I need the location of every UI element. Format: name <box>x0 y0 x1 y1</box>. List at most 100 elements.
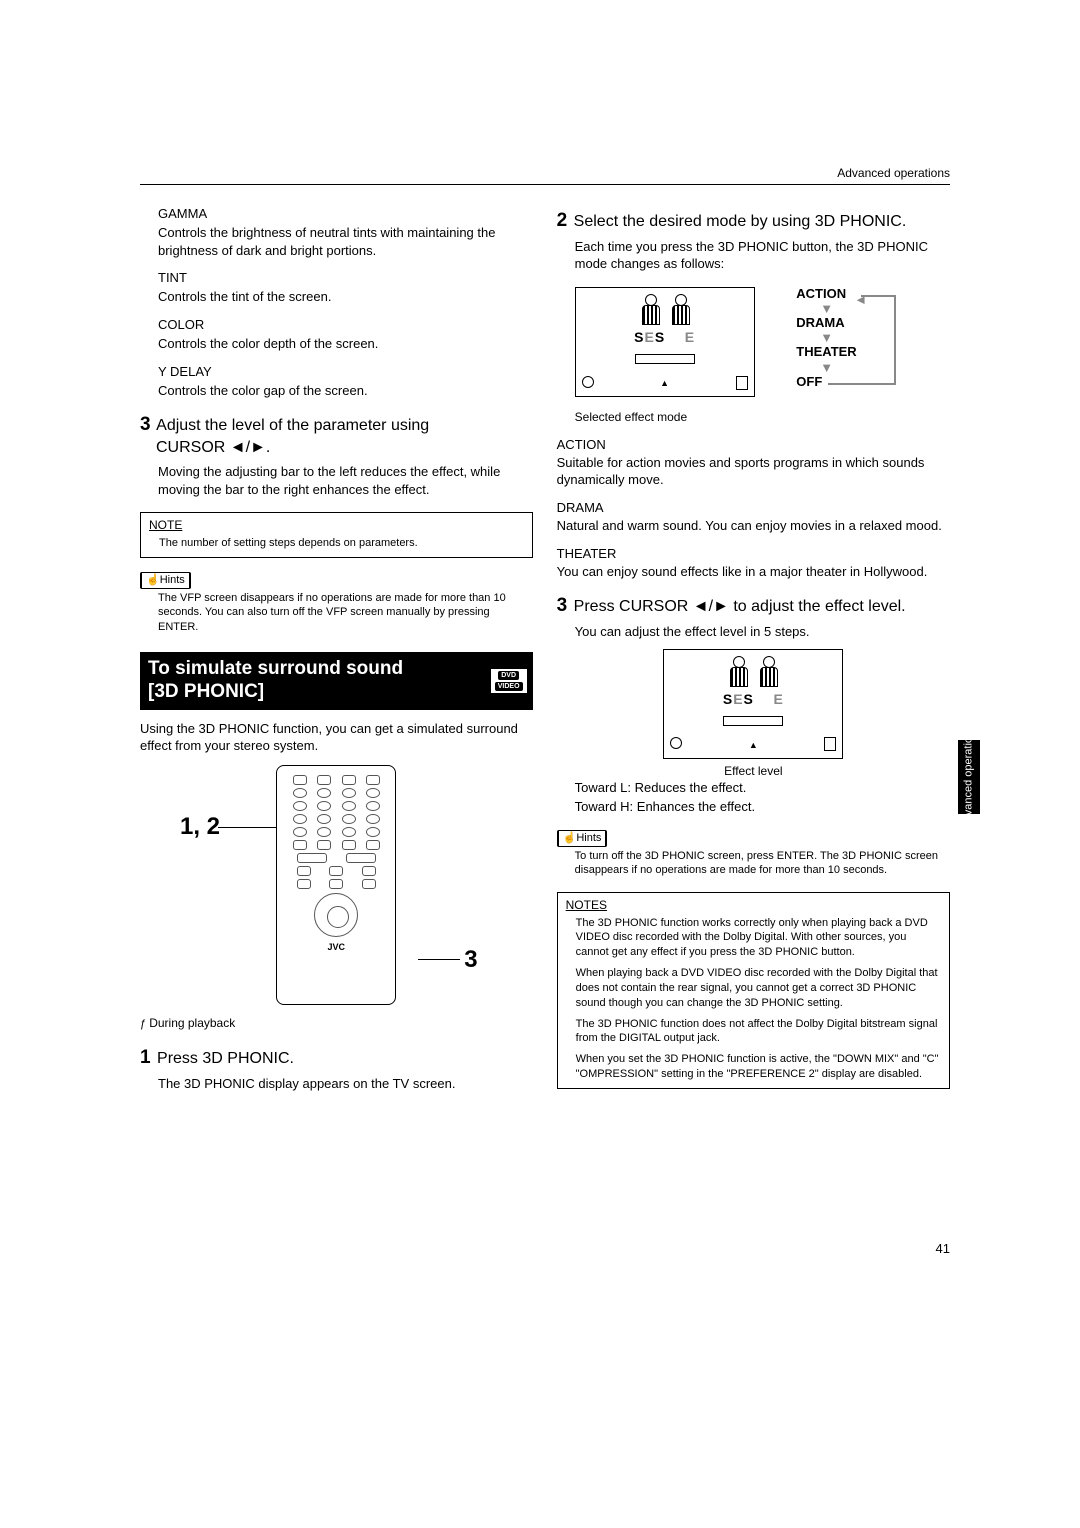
banner-line1: To simulate surround sound <box>148 658 403 679</box>
mode-def-title: DRAMA <box>557 499 950 517</box>
page-header: Advanced operations <box>140 165 950 185</box>
mode-def-title: THEATER <box>557 545 950 563</box>
arrow-down-icon: ▼ <box>820 361 856 374</box>
mode-drama: DRAMA <box>796 316 856 330</box>
effect-level-diagram-wrap: SES E ▲ Effect level <box>557 649 950 780</box>
mode-def-title: ACTION <box>557 436 950 454</box>
param-tint: TINT Controls the tint of the screen. <box>158 269 533 306</box>
hints-block: ☝Hints The VFP screen disappears if no o… <box>140 558 533 634</box>
remote-control-icon: JVC <box>276 765 396 1005</box>
note-box: NOTE The number of setting steps depends… <box>140 512 533 558</box>
video-text: VIDEO <box>495 682 523 691</box>
banner-intro: Using the 3D PHONIC function, you can ge… <box>140 720 533 755</box>
step2-line: 2 Select the desired mode by using 3D PH… <box>557 209 950 234</box>
person-icon <box>670 294 690 324</box>
mode-def-action: ACTION Suitable for action movies and sp… <box>557 436 950 489</box>
right-column: 2 Select the desired mode by using 3D PH… <box>557 195 950 1098</box>
step-title-b: CURSOR ◄/►. <box>140 439 270 456</box>
note-body: The number of setting steps depends on p… <box>149 536 524 551</box>
step-number: 3 <box>140 414 151 435</box>
param-desc: Controls the color gap of the screen. <box>158 382 533 400</box>
step3-body: Moving the adjusting bar to the left red… <box>158 463 533 498</box>
arrow-down-icon: ▼ <box>820 331 856 344</box>
param-title: GAMMA <box>158 205 533 223</box>
indicator-arrow: ▲ <box>749 739 758 752</box>
step-title: Press 3D PHONIC. <box>157 1050 294 1067</box>
step-number: 2 <box>557 210 568 231</box>
notes-item: The 3D PHONIC function works correctly o… <box>566 916 941 961</box>
ses-label: SES E <box>723 691 784 707</box>
param-desc: Controls the color depth of the screen. <box>158 335 533 353</box>
hints-body: To turn off the 3D PHONIC screen, press … <box>557 849 950 878</box>
step3r-line: 3 Press CURSOR ◄/► to adjust the effect … <box>557 594 950 619</box>
equipment-icon <box>635 354 695 364</box>
mode-diagram: SES E ▲ <box>575 287 755 397</box>
mode-def-body: You can enjoy sound effects like in a ma… <box>557 563 950 581</box>
ses-label: SES E <box>634 329 695 345</box>
param-gamma: GAMMA Controls the brightness of neutral… <box>158 205 533 259</box>
mode-def-drama: DRAMA Natural and warm sound. You can en… <box>557 499 950 535</box>
speaker-icon <box>736 376 748 390</box>
dvd-text: DVD <box>498 671 519 680</box>
person-icon <box>758 656 778 686</box>
effect-level-diagram: SES E ▲ <box>663 649 843 759</box>
remote-diagram: 1, 2 JVC 3 <box>140 765 533 1005</box>
hints-body: The VFP screen disappears if no operatio… <box>140 591 533 634</box>
arrow-down-icon: ▼ <box>820 302 856 315</box>
toward-h: Toward H: Enhances the effect. <box>575 798 950 816</box>
content-columns: GAMMA Controls the brightness of neutral… <box>140 195 950 1098</box>
step2-body: Each time you press the 3D PHONIC button… <box>557 238 950 273</box>
indicator-arrow: ▲ <box>660 377 669 390</box>
param-ydelay: Y DELAY Controls the color gap of the sc… <box>158 363 533 400</box>
hints-block-2: ☝Hints To turn off the 3D PHONIC screen,… <box>557 816 950 878</box>
step3r-body: You can adjust the effect level in 5 ste… <box>557 623 950 641</box>
hints-badge: ☝Hints <box>557 830 608 847</box>
flow-line <box>894 295 896 383</box>
param-title: COLOR <box>158 316 533 334</box>
step-number: 1 <box>140 1047 151 1068</box>
headphone-icon <box>670 737 682 749</box>
equipment-icon <box>723 716 783 726</box>
notes-box: NOTES The 3D PHONIC function works corre… <box>557 892 950 1089</box>
remote-callout-12: 1, 2 <box>180 810 220 844</box>
side-tab: Advanced operations <box>958 740 980 814</box>
callout-line <box>218 827 280 828</box>
step3-line: 3 Adjust the level of the parameter usin… <box>140 413 533 458</box>
side-tab-label: Advanced operations <box>963 725 975 828</box>
step1-body: The 3D PHONIC display appears on the TV … <box>158 1075 533 1093</box>
speaker-icon <box>824 737 836 751</box>
diagram1-caption: Selected effect mode <box>575 409 950 426</box>
header-section: Advanced operations <box>837 165 950 182</box>
banner-line2: [3D PHONIC] <box>148 681 264 702</box>
notes-item: When playing back a DVD VIDEO disc recor… <box>566 966 941 1011</box>
notes-title: NOTES <box>566 897 941 914</box>
param-desc: Controls the brightness of neutral tints… <box>158 224 533 259</box>
param-title: Y DELAY <box>158 363 533 381</box>
mode-def-theater: THEATER You can enjoy sound effects like… <box>557 545 950 581</box>
param-title: TINT <box>158 269 533 287</box>
mode-def-body: Natural and warm sound. You can enjoy mo… <box>557 517 950 535</box>
notes-item: The 3D PHONIC function does not affect t… <box>566 1017 941 1047</box>
person-icon <box>728 656 748 686</box>
step1-line: 1 Press 3D PHONIC. <box>140 1046 533 1071</box>
step-title: Press CURSOR ◄/► to adjust the effect le… <box>574 598 906 615</box>
person-icon <box>640 294 660 324</box>
mode-def-body: Suitable for action movies and sports pr… <box>557 454 950 489</box>
callout-line <box>418 959 460 960</box>
mode-flow-diagram: ◄ ACTION ▼ DRAMA ▼ THEATER ▼ OFF <box>766 287 916 407</box>
remote-brand: JVC <box>277 941 395 954</box>
notes-item: When you set the 3D PHONIC function is a… <box>566 1052 941 1082</box>
param-color: COLOR Controls the color depth of the sc… <box>158 316 533 353</box>
note-title: NOTE <box>149 517 524 534</box>
diagram2-caption: Effect level <box>557 763 950 780</box>
step-number: 3 <box>557 595 568 616</box>
mode-action: ACTION <box>796 287 856 301</box>
toward-l: Toward L: Reduces the effect. <box>575 779 950 797</box>
page-number: 41 <box>936 1240 950 1258</box>
headphone-icon <box>582 376 594 388</box>
flow-line <box>861 295 896 297</box>
dvd-video-icon: DVD VIDEO <box>491 669 527 693</box>
step-title-a: Adjust the level of the parameter using <box>156 417 429 434</box>
param-desc: Controls the tint of the screen. <box>158 288 533 306</box>
mode-theater: THEATER <box>796 345 856 359</box>
